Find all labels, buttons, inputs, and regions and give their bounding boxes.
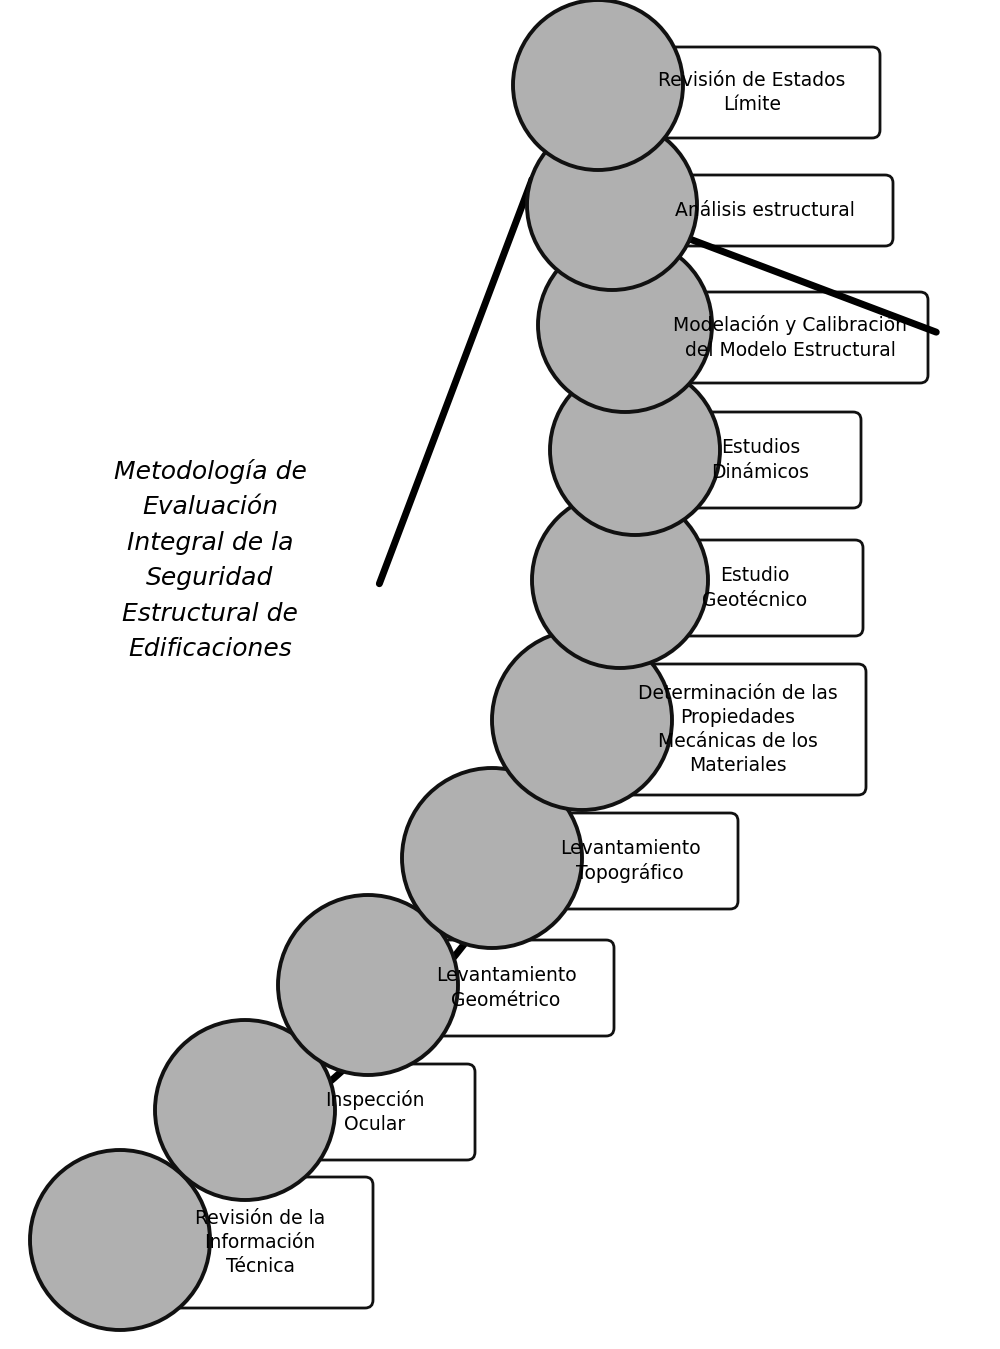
Ellipse shape <box>550 366 720 536</box>
FancyBboxPatch shape <box>652 291 928 383</box>
FancyBboxPatch shape <box>610 664 866 795</box>
Text: Levantamiento
Topográfico: Levantamiento Topográfico <box>560 839 700 884</box>
Text: Revisión de la
Información
Técnica: Revisión de la Información Técnica <box>195 1209 325 1276</box>
FancyBboxPatch shape <box>274 1064 475 1160</box>
FancyBboxPatch shape <box>147 1176 373 1309</box>
Text: Modelación y Calibración
del Modelo Estructural: Modelación y Calibración del Modelo Estr… <box>673 316 907 360</box>
FancyBboxPatch shape <box>660 411 861 509</box>
Text: Análisis estructural: Análisis estructural <box>675 201 855 220</box>
Ellipse shape <box>402 768 582 948</box>
Text: Metodología de
Evaluación
Integral de la
Seguridad
Estructural de
Edificaciones: Metodología de Evaluación Integral de la… <box>114 459 306 661</box>
Ellipse shape <box>527 120 697 290</box>
FancyBboxPatch shape <box>398 940 614 1036</box>
Text: Determinación de las
Propiedades
Mecánicas de los
Materiales: Determinación de las Propiedades Mecánic… <box>638 684 838 776</box>
Text: Estudio
Geotécnico: Estudio Geotécnico <box>702 567 808 610</box>
Ellipse shape <box>513 0 683 170</box>
FancyBboxPatch shape <box>522 813 738 909</box>
FancyBboxPatch shape <box>647 540 863 635</box>
Text: Inspección
Ocular: Inspección Ocular <box>325 1090 424 1135</box>
Text: Estudios
Dinámicos: Estudios Dinámicos <box>712 438 810 482</box>
Ellipse shape <box>278 894 458 1075</box>
Ellipse shape <box>532 492 708 668</box>
Ellipse shape <box>538 237 712 411</box>
Text: Revisión de Estados
Límite: Revisión de Estados Límite <box>658 71 846 115</box>
Ellipse shape <box>492 630 672 809</box>
FancyBboxPatch shape <box>624 47 880 138</box>
Ellipse shape <box>30 1149 210 1330</box>
Text: Levantamiento
Geométrico: Levantamiento Geométrico <box>436 966 576 1009</box>
Ellipse shape <box>155 1020 335 1201</box>
FancyBboxPatch shape <box>637 175 893 246</box>
